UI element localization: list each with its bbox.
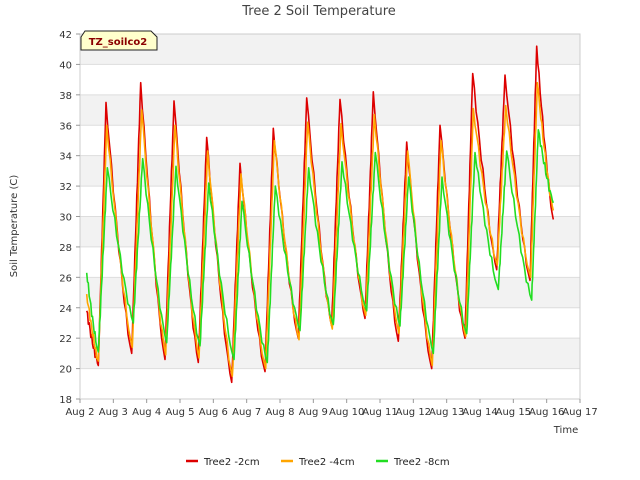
- x-tick-label: Aug 2: [65, 407, 94, 418]
- band: [80, 277, 580, 308]
- annotation-box: TZ_soilco2: [80, 30, 158, 51]
- x-tick-label: Aug 9: [299, 407, 328, 418]
- y-tick-label: 22: [59, 334, 72, 345]
- x-tick-label: Aug 14: [462, 407, 497, 418]
- annotation-label: TZ_soilco2: [89, 37, 148, 48]
- chart-title: Tree 2 Soil Temperature: [241, 4, 396, 19]
- x-tick-label: Aug 16: [529, 407, 564, 418]
- x-tick-label: Aug 12: [396, 407, 431, 418]
- band: [80, 94, 580, 126]
- y-axis-label: Soil Temperature (C): [9, 175, 20, 278]
- x-tick-label: Aug 3: [99, 407, 128, 418]
- y-tick-label: 32: [59, 182, 72, 193]
- y-tick-label: 34: [59, 152, 72, 163]
- x-tick-label: Aug 8: [265, 407, 294, 418]
- y-tick-label: 18: [59, 395, 72, 406]
- x-axis-ticks: Aug 2 Aug 3 Aug 4 Aug 5 Aug 6 Aug 7 Aug 8 Aug 9…: [65, 399, 598, 418]
- x-tick-label: Aug 5: [165, 407, 194, 418]
- x-tick-label: Aug 15: [496, 407, 531, 418]
- y-tick-label: 42: [59, 30, 72, 41]
- series-line: [85, 81, 555, 377]
- y-tick-label: 36: [59, 121, 72, 132]
- band: [80, 34, 580, 65]
- y-tick-label: 28: [59, 243, 72, 254]
- band: [80, 338, 580, 369]
- x-tick-label: Aug 11: [362, 407, 397, 418]
- band: [80, 216, 580, 247]
- band: [80, 155, 580, 187]
- y-tick-label: 24: [59, 304, 72, 315]
- y-tick-label: 40: [59, 60, 72, 71]
- legend: Tree2 -2cm Tree2 -4cm Tree2 -8cm: [186, 457, 450, 468]
- x-tick-label: Aug 17: [562, 407, 597, 418]
- series-line: [85, 129, 555, 364]
- x-tick-label: Aug 7: [232, 407, 261, 418]
- y-tick-label: 26: [59, 273, 72, 284]
- y-tick-label: 38: [59, 91, 72, 102]
- x-tick-label: Aug 6: [199, 407, 228, 418]
- series-lines: [85, 45, 555, 384]
- legend-entry: Tree2 -4cm: [298, 457, 355, 468]
- y-tick-label: 20: [59, 365, 72, 376]
- x-tick-label: Aug 10: [329, 407, 364, 418]
- legend-entry: Tree2 -2cm: [203, 457, 260, 468]
- x-axis-label: Time: [553, 425, 578, 436]
- x-tick-label: Aug 4: [132, 407, 161, 418]
- x-tick-label: Aug 13: [429, 407, 464, 418]
- y-tick-label: 30: [59, 213, 72, 224]
- y-axis-ticks: 18 20 22 24 26 28 30 32 34 36 38 40 42: [59, 30, 80, 406]
- legend-entry: Tree2 -8cm: [393, 457, 450, 468]
